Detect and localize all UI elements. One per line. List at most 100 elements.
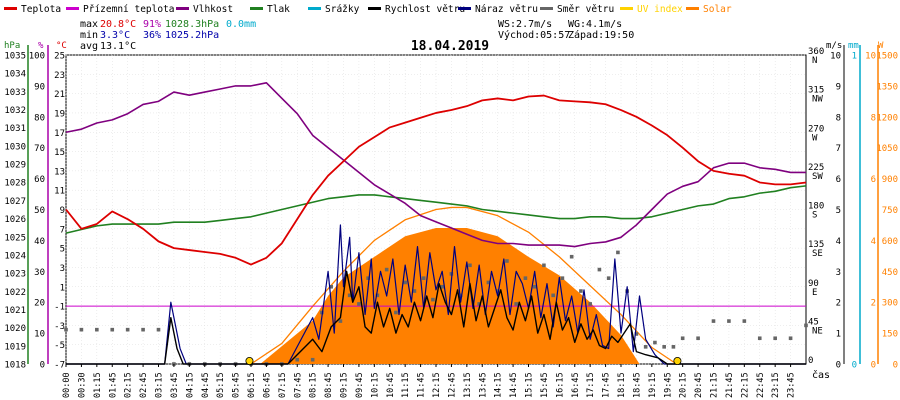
solar-axis-tick: 0 [893, 361, 898, 371]
x-tick-label: 09:15 [340, 372, 350, 398]
pressure-axis-tick: 1020 [4, 324, 26, 334]
temperature-axis-tick: -3 [54, 322, 65, 332]
pressure-axis-tick: 1027 [4, 197, 26, 207]
wind-dir-point [505, 259, 509, 263]
rain-axis-unit: mm [848, 41, 859, 51]
temperature-line [65, 94, 807, 266]
pressure-axis-tick: 1030 [4, 142, 26, 152]
legend-label: Tlak [267, 4, 290, 15]
legend-swatch [620, 7, 633, 10]
wind-dir-point [366, 276, 370, 280]
wind-dir-axis-tick: 315 [808, 86, 824, 96]
x-tick-label: 13:45 [478, 372, 488, 398]
legend-label: Směr větru [557, 4, 614, 15]
wind-speed-axis-tick: 7 [836, 144, 841, 154]
wind-dir-point [653, 340, 657, 345]
humidity-axis-tick: 0 [40, 361, 45, 371]
stat-min-label: min [80, 30, 98, 41]
temperature-axis-tick: 19 [54, 109, 65, 119]
x-tick-label: 17:15 [586, 372, 596, 398]
temperature-axis-tick: 11 [54, 187, 65, 197]
wind-dir-axis-label: W [812, 133, 818, 143]
rain-axis-tick: 0 [852, 361, 857, 371]
solar-axis-tick: 1050 [876, 144, 898, 154]
wind-dir-point [440, 284, 444, 289]
wind-dir-point [773, 336, 777, 341]
wind-dir-point [579, 289, 583, 293]
wind-dir-point [804, 323, 808, 328]
x-tick-label: 08:15 [309, 372, 319, 398]
wind-speed-axis-tick: 4 [836, 237, 841, 247]
legend-label: Přízemní teplota [83, 4, 175, 15]
wind-speed-axis-tick: 5 [836, 206, 841, 216]
wind-dir-point [347, 293, 352, 298]
x-tick-label: 01:45 [108, 372, 118, 398]
x-tick-label: 00:30 [77, 372, 87, 398]
wind-dir-point [357, 302, 361, 306]
pressure-axis-tick: 1026 [4, 215, 26, 225]
humidity-axis-tick: 90 [34, 82, 45, 92]
wind-speed-axis-tick: 8 [836, 113, 841, 123]
wind-dir-point [141, 327, 145, 332]
temperature-axis-tick: 13 [54, 167, 65, 177]
wind-dir-point [532, 284, 537, 289]
stat-wg: WG:4.1m/s [568, 19, 622, 30]
x-tick-label: 06:15 [247, 372, 257, 398]
x-tick-label: 08:45 [324, 372, 334, 398]
wind-dir-axis-label: S [812, 211, 817, 221]
wind-dir-axis-label: N [812, 56, 817, 66]
wind-dir-axis-label: NE [812, 326, 823, 336]
wind-dir-axis-label: NW [812, 95, 823, 105]
x-tick-label: 23:15 [771, 372, 781, 398]
x-tick-label: 16:45 [571, 372, 581, 398]
pressure-axis-tick: 1028 [4, 179, 26, 189]
sun-marker [673, 356, 682, 365]
axes: 1018101910201021102210231024102510261027… [4, 41, 898, 398]
x-tick-label: 07:15 [278, 372, 288, 398]
x-tick-label: 02:15 [124, 372, 134, 398]
wind-dir-point [696, 336, 700, 341]
wind-dir-point [95, 327, 99, 332]
temperature-axis-tick: 3 [60, 264, 65, 274]
humidity-axis-tick: 40 [34, 237, 45, 247]
legend-swatch [250, 7, 263, 10]
wind-dir-point [421, 276, 426, 280]
solar-axis-tick: 750 [882, 206, 898, 216]
x-tick-label: 00:00 [62, 372, 72, 398]
wind-dir-axis-tick: 180 [808, 202, 824, 212]
wind-dir-point [542, 263, 546, 268]
stat-max-press: 1028.3hPa [165, 19, 219, 30]
uv-axis-tick: 2 [871, 299, 876, 309]
humidity-axis-tick: 100 [29, 52, 45, 62]
legend-swatch [308, 7, 321, 10]
uv-axis-tick: 8 [871, 113, 876, 123]
x-tick-label: 12:45 [447, 372, 457, 398]
wind-dir-point [458, 293, 463, 298]
pressure-axis-tick: 1031 [4, 124, 26, 134]
stats-block: max 20.8°C 91% 1028.3hPa 0.0mm min 3.3°C… [80, 19, 634, 52]
wind-dir-axis-tick: 135 [808, 240, 824, 250]
x-tick-label: 04:45 [201, 372, 211, 398]
wind-dir-point [606, 276, 611, 280]
wind-dir-point [384, 267, 389, 272]
pressure-axis-tick: 1019 [4, 342, 26, 352]
solar-axis-tick: 450 [882, 268, 898, 278]
solar-axis-tick: 1200 [876, 113, 898, 123]
wind-dir-point [329, 284, 333, 289]
wind-dir-point [588, 302, 592, 306]
x-tick-label: 03:45 [170, 372, 180, 398]
x-tick-label: 03:15 [155, 372, 165, 398]
wind-dir-axis-tick: 225 [808, 163, 824, 173]
pressure-axis-tick: 1021 [4, 306, 26, 316]
solar-axis-tick: 600 [882, 237, 898, 247]
humidity-line [65, 82, 806, 248]
uv-axis-tick: 0 [871, 361, 876, 371]
x-tick-label: 14:45 [509, 372, 519, 398]
wind-dir-point [727, 319, 731, 323]
x-tick-label: 11:45 [417, 372, 427, 398]
pressure-line [65, 185, 807, 234]
solar-axis-tick: 150 [882, 330, 898, 340]
stat-max-temp: 20.8°C [100, 19, 136, 30]
legend-swatch [4, 7, 17, 10]
